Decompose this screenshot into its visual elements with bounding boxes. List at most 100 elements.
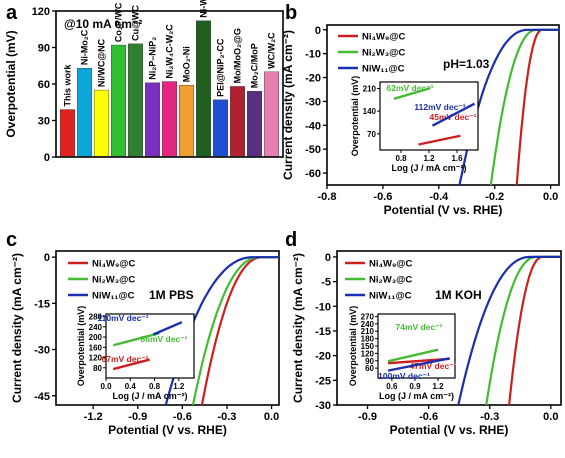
x-tick-label: -0.6 — [173, 411, 192, 423]
tafel-slope-label: 112mV dec⁻¹ — [414, 102, 465, 112]
y-tick-label: -45 — [34, 391, 50, 403]
y-tick-label: -25 — [315, 375, 331, 387]
inset-y-tick-label: 210 — [361, 327, 375, 336]
tafel-line — [387, 357, 450, 372]
inset-y-tick-label: 240 — [89, 323, 103, 332]
y-tick-label-a: 60 — [38, 79, 50, 91]
x-tick-label: 0.0 — [543, 191, 558, 203]
plot-frame — [336, 250, 562, 406]
tafel-slope-label: 67mV dec⁻¹ — [101, 354, 148, 364]
inset-y-tick-label: 140 — [363, 107, 377, 116]
inset-y-tick-label: 120 — [361, 349, 375, 358]
x-tick-label: -0.9 — [358, 411, 377, 423]
tafel-line — [152, 321, 183, 336]
y-tick-label: -30 — [34, 345, 50, 357]
inset-x-axis-title: Log (J / mA cm⁻²) — [379, 391, 454, 401]
y-axis-title: Current density (mA cm⁻²) — [291, 253, 305, 403]
panel-b: 0 -10 -20 -30 -40 -50 -60 -0.8 -0.6 -0.4 -0.2 0.0 Po… — [281, 24, 560, 217]
inset-x-tick-label: 0.8 — [395, 154, 407, 163]
annotation-current-density: @10 mA cm⁻² — [64, 17, 142, 31]
bar-label: Ni-Mo₂C — [80, 29, 90, 65]
y-tick-label: -15 — [34, 298, 50, 310]
inset-y-tick-label: 270 — [361, 312, 375, 321]
bar — [127, 43, 144, 157]
inset-y-tick-label: 150 — [361, 342, 375, 351]
inset-y-tick-label: 180 — [361, 335, 375, 344]
plot-frame — [326, 24, 560, 186]
tafel-line — [112, 358, 150, 371]
inset-y-tick-label: 160 — [89, 343, 103, 352]
y-tick-label: -30 — [305, 96, 321, 108]
inset-x-tick-label: 1.2 — [432, 382, 444, 391]
legend-label: Ni₄W₉@C — [92, 259, 136, 270]
inset-y-tick-label: 60 — [365, 364, 374, 373]
y-tick-label-a: 0 — [44, 152, 50, 164]
x-tick-label: -0.8 — [318, 191, 337, 203]
electrolyte-note: 1M KOH — [435, 288, 482, 302]
bar-label: WC/W₂C — [267, 32, 277, 69]
inset-x-tick-label: 0.4 — [125, 382, 137, 391]
inset-y-axis-title: Overpotential (mV) — [76, 306, 86, 387]
x-tick-label: -0.6 — [373, 191, 392, 203]
tafel-slope-label: 110mV dec⁻¹ — [97, 313, 148, 323]
inset-x-tick-label: 0.8 — [149, 382, 161, 391]
inset-y-tick-label: 90 — [365, 357, 374, 366]
series-line — [457, 255, 561, 405]
inset-x-tick-label: 1.2 — [173, 382, 185, 391]
bar-label: Co₂P/WC — [114, 2, 124, 42]
legend-label: Ni₂W₃@C — [92, 275, 135, 286]
y-axis-title: Current density (mA cm⁻²) — [281, 30, 295, 180]
legend-label: NiW₁₁@C — [92, 291, 135, 302]
tafel-line — [393, 87, 431, 100]
bar-label: PEI@NiP₂-CC — [216, 38, 226, 97]
tafel-slope-label: 45mV dec⁻¹ — [429, 112, 476, 122]
y-tick-label: 0 — [315, 25, 321, 37]
y-tick-label-a: 90 — [38, 43, 50, 55]
tafel-line — [431, 102, 476, 127]
series-line — [200, 256, 279, 405]
y-tick-label: -10 — [315, 301, 331, 313]
curves — [164, 256, 279, 405]
inset-x-axis-title: Log (J / mA cm⁻²) — [392, 163, 467, 173]
panel-label-d: d — [285, 229, 297, 251]
y-axis-title-a: Overpotential (mV) — [4, 30, 18, 137]
bar — [93, 89, 110, 157]
electrolyte-note: pH=1.03 — [443, 57, 490, 71]
y-tick-label: -5 — [321, 277, 331, 289]
tafel-slope-label: 74mV dec⁻¹ — [395, 322, 442, 332]
inset-frame — [379, 81, 479, 151]
bar — [144, 82, 161, 157]
inset-x-tick-label: 0.9 — [409, 382, 421, 391]
panel-label-c: c — [6, 229, 17, 251]
bar — [195, 20, 212, 157]
series-line — [458, 28, 559, 185]
tafel-line — [112, 332, 160, 347]
bar — [76, 67, 93, 157]
legend-label: Ni₂W₃@C — [369, 275, 412, 286]
panel-label-a: a — [6, 2, 18, 24]
bar-label: Ni₂W₄C-W₂C — [165, 24, 175, 79]
x-tick-label: -0.3 — [480, 411, 499, 423]
bar-label: Ni-WP₂ — [199, 0, 209, 18]
inset-y-tick-label: 280 — [89, 313, 103, 322]
inset-x-tick-label: 0.6 — [386, 382, 398, 391]
panel-d: 0 -5 -10 -15 -20 -25 -30 -0.9 -0.6 -0.3 0.0 Potenti… — [291, 250, 562, 437]
x-axis-title: Potential (V vs. RHE) — [384, 203, 503, 217]
curves — [458, 28, 559, 185]
series-line — [489, 28, 559, 185]
series-line — [515, 28, 559, 185]
inset-y-axis-title: Overpotential (mV) — [348, 306, 358, 387]
tafel-slope-label: 100mV dec⁻¹ — [378, 371, 430, 381]
tafel-line — [418, 134, 461, 146]
bar — [229, 86, 246, 157]
inset-x-tick-label: 1.6 — [451, 154, 463, 163]
x-tick-label: -0.9 — [128, 411, 147, 423]
y-tick-label: -15 — [315, 326, 331, 338]
y-tick-label: -10 — [305, 49, 321, 61]
inset-y-tick-label: 70 — [367, 130, 376, 139]
inset-y-axis-title: Overpotential (mV) — [350, 76, 360, 157]
series-line — [508, 255, 561, 405]
curves — [457, 255, 561, 405]
bar-label: Ni₂P–NiP₂ — [148, 37, 158, 80]
